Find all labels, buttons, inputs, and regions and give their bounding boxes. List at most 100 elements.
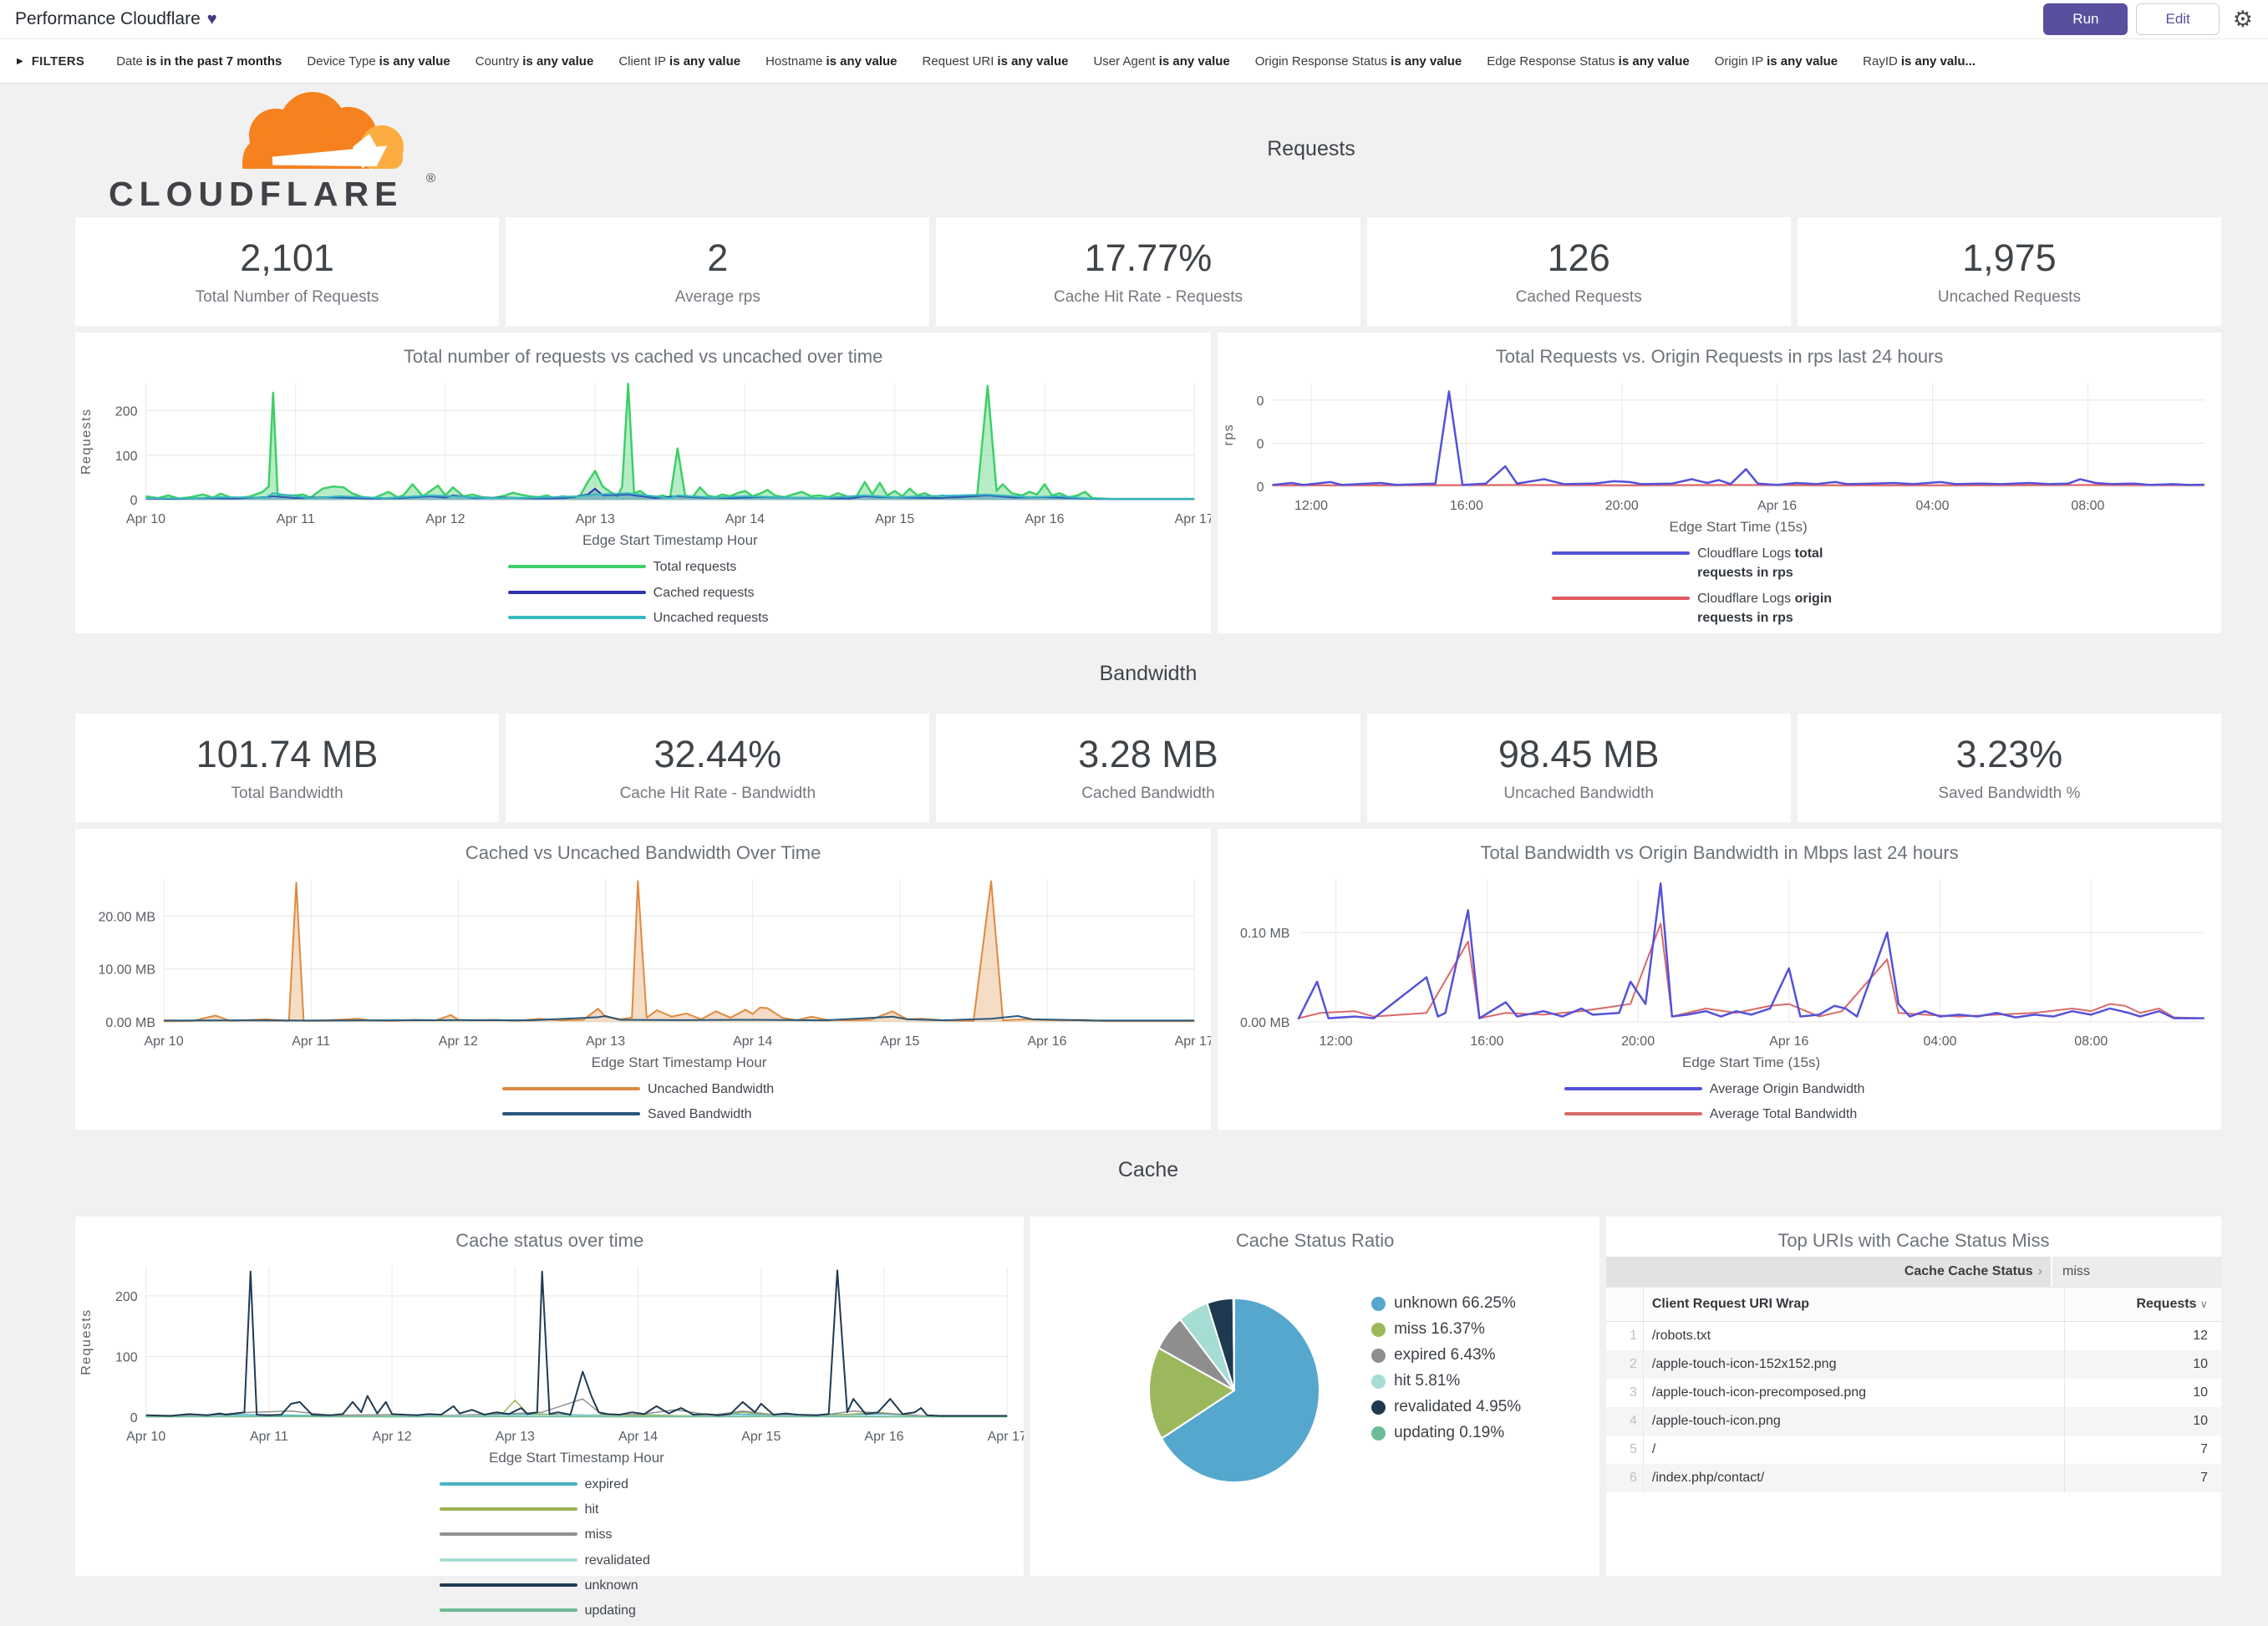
svg-text:Apr 14: Apr 14 [618, 1430, 658, 1444]
requests-section-header: CLOUDFLARE ® Requests [75, 84, 2221, 217]
legend-label: Cloudflare Logs total requests in rps [1697, 544, 1877, 582]
stat-value: 2 [707, 236, 728, 280]
legend-item-1[interactable]: hit [440, 1500, 650, 1519]
chart-legend: expired hit miss revalidated unknown updating [435, 1469, 665, 1626]
pie-legend-item-2[interactable]: expired 6.43% [1371, 1346, 1521, 1364]
stat-label: Average rps [675, 288, 760, 307]
edit-button[interactable]: Edit [2136, 3, 2219, 35]
bandwidth-stat-card-1: 32.44%Cache Hit Rate - Bandwidth [506, 714, 929, 822]
legend-swatch [440, 1532, 577, 1536]
pie-legend-item-1[interactable]: miss 16.37% [1371, 1320, 1521, 1339]
legend-item-5[interactable]: updating [440, 1601, 650, 1620]
svg-text:Edge Start Timestamp Hour: Edge Start Timestamp Hour [582, 532, 758, 548]
svg-text:04:00: 04:00 [1916, 499, 1950, 513]
legend-item-2[interactable]: miss [440, 1525, 650, 1544]
svg-text:Requests: Requests [79, 1308, 94, 1375]
pie-legend-item-4[interactable]: revalidated 4.95% [1371, 1398, 1521, 1416]
svg-text:Apr 13: Apr 13 [496, 1430, 535, 1444]
pie-legend-item-5[interactable]: updating 0.19% [1371, 1424, 1521, 1442]
requests-stat-card-1: 2 Average rps [506, 217, 929, 326]
gear-icon[interactable]: ⚙ [2233, 8, 2253, 31]
pivot-band: Cache Cache Status›miss [1606, 1257, 2221, 1287]
legend-label: Uncached Bandwidth [648, 1080, 774, 1099]
pie-legend-item-0[interactable]: unknown 66.25% [1371, 1294, 1521, 1313]
uri-cell[interactable]: /apple-touch-icon.png [1643, 1407, 2064, 1435]
uri-cell[interactable]: /robots.txt [1643, 1322, 2064, 1351]
svg-text:Edge Start Time (15s): Edge Start Time (15s) [1670, 519, 1808, 535]
legend-item-1[interactable]: Cached requests [508, 583, 769, 602]
run-button[interactable]: Run [2043, 3, 2128, 35]
legend-item-2[interactable]: Uncached requests [508, 608, 769, 628]
svg-text:Apr 12: Apr 12 [439, 1034, 478, 1049]
legend-swatch [1371, 1426, 1386, 1441]
chart-title: Total Requests vs. Origin Requests in rp… [1218, 333, 2221, 369]
pie-chart[interactable] [1109, 1258, 1360, 1509]
svg-text:0.10 MB: 0.10 MB [1240, 927, 1290, 941]
row-number: 4 [1606, 1407, 1644, 1435]
legend-label: miss [585, 1525, 613, 1544]
svg-text:Apr 17: Apr 17 [1175, 1034, 1212, 1049]
svg-text:0: 0 [1257, 437, 1264, 451]
svg-text:04:00: 04:00 [1924, 1034, 1957, 1049]
legend-item-1[interactable]: Cloudflare Logs origin requests in rps [1552, 589, 1877, 628]
chart-legend: Cloudflare Logs total requests in rps Clo… [1547, 538, 1892, 633]
column-header-uri[interactable]: Client Request URI Wrap [1643, 1288, 2064, 1322]
requests-cell: 12 [2065, 1322, 2222, 1351]
legend-item-0[interactable]: Total requests [508, 557, 769, 577]
legend-item-0[interactable]: Cloudflare Logs total requests in rps [1552, 544, 1877, 582]
pie-legend: unknown 66.25% miss 16.37% expired 6.43% hi… [1371, 1287, 1521, 1450]
section-title-cache: Cache [75, 1130, 2221, 1210]
pivot-field-label[interactable]: Cache Cache Status› [1606, 1257, 2051, 1287]
uri-cell[interactable]: / [1643, 1435, 2064, 1464]
pie-slice-updating[interactable] [1233, 1298, 1234, 1390]
table-row[interactable]: 5/7 [1606, 1435, 2221, 1464]
legend-item-1[interactable]: Average Total Bandwidth [1564, 1105, 1865, 1124]
legend-item-0[interactable]: Average Origin Bandwidth [1564, 1080, 1865, 1099]
svg-text:16:00: 16:00 [1471, 1034, 1504, 1049]
svg-text:Apr 12: Apr 12 [373, 1430, 412, 1444]
legend-swatch [502, 1087, 640, 1090]
svg-text:®: ® [426, 171, 435, 185]
column-header-requests[interactable]: Requests∨ [2065, 1288, 2222, 1322]
svg-text:Requests: Requests [79, 408, 94, 475]
legend-item-3[interactable]: revalidated [440, 1551, 650, 1570]
pie-legend-item-3[interactable]: hit 5.81% [1371, 1372, 1521, 1390]
legend-swatch [508, 565, 646, 568]
uri-cell[interactable]: /apple-touch-icon-152x152.png [1643, 1350, 2064, 1379]
legend-label: expired [585, 1475, 628, 1494]
legend-label: Average Total Bandwidth [1710, 1105, 1857, 1124]
row-number: 5 [1606, 1435, 1644, 1464]
bandwidth-stat-card-4: 3.23%Saved Bandwidth % [1798, 714, 2221, 822]
filters-toggle[interactable]: ▶ FILTERS [17, 54, 84, 69]
legend-item-0[interactable]: expired [440, 1475, 650, 1494]
table-row[interactable]: 6/index.php/contact/7 [1606, 1464, 2221, 1492]
uri-cell[interactable]: /index.php/contact/ [1643, 1464, 2064, 1492]
legend-item-1[interactable]: Saved Bandwidth [502, 1105, 774, 1124]
legend-item-0[interactable]: Uncached Bandwidth [502, 1080, 774, 1099]
legend-item-4[interactable]: unknown [440, 1576, 650, 1595]
uri-cell[interactable]: /apple-touch-icon-precomposed.png [1643, 1379, 2064, 1407]
